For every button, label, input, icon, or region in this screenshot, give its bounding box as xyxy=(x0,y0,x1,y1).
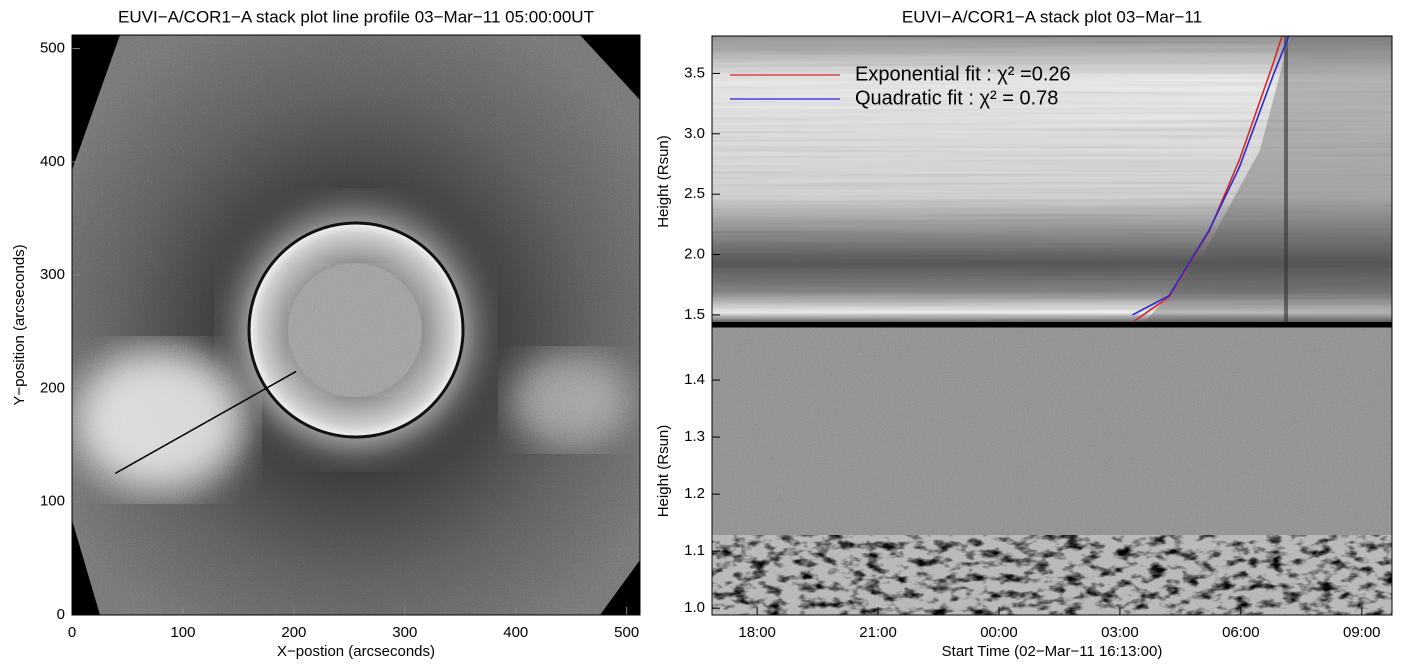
y-tick-label: 1.2 xyxy=(684,485,705,502)
legend-label: Quadratic fit : χ² = 0.78 xyxy=(855,87,1058,109)
y-tick-label: 2.5 xyxy=(684,185,705,202)
x-tick-label: 18:00 xyxy=(738,624,776,641)
y-tick-label: 1.1 xyxy=(684,542,705,559)
x-tick-label: 00:00 xyxy=(980,624,1018,641)
y-tick-label: 100 xyxy=(40,493,65,510)
y-axis-label: Height (Rsun) xyxy=(655,135,672,228)
fit-line xyxy=(1133,36,1283,322)
x-axis-label: X−postion (arcseconds) xyxy=(277,643,435,660)
euvi-cor1-image xyxy=(72,35,640,615)
stack-plot-lower-image xyxy=(712,327,1392,615)
x-tick-label: 06:00 xyxy=(1222,624,1260,641)
y-tick-label: 3.0 xyxy=(684,125,705,142)
y-tick-label: 3.5 xyxy=(684,64,705,81)
chart-title: EUVI−A/COR1−A stack plot line profile 03… xyxy=(118,7,594,26)
x-tick-label: 09:00 xyxy=(1343,624,1381,641)
x-tick-label: 0 xyxy=(68,624,76,641)
plot-frame xyxy=(711,326,1393,616)
y-tick-label: 1.5 xyxy=(684,306,705,323)
stack-plot-upper-image xyxy=(712,36,1392,328)
fit-curves xyxy=(1132,36,1290,322)
y-axis-label: Height (Rsun) xyxy=(655,425,672,518)
y-tick-label: 1.3 xyxy=(684,428,705,445)
y-tick-label: 2.0 xyxy=(684,246,705,263)
x-tick-label: 500 xyxy=(614,624,639,641)
y-tick-label: 0 xyxy=(57,606,65,623)
y-tick-label: 1.4 xyxy=(684,371,705,388)
y-axis-label: Y−position (arcseconds) xyxy=(11,244,28,405)
x-tick-label: 300 xyxy=(392,624,417,641)
legend-label: Exponential fit : χ² =0.26 xyxy=(855,63,1071,85)
y-tick-label: 500 xyxy=(40,40,65,57)
x-axis-label: Start Time (02−Mar−11 16:13:00) xyxy=(942,643,1163,660)
line-profile xyxy=(114,370,297,475)
y-tick-label: 400 xyxy=(40,153,65,170)
fit-line xyxy=(1132,36,1290,316)
x-tick-label: 100 xyxy=(170,624,195,641)
plot-frame xyxy=(71,34,641,616)
x-tick-label: 400 xyxy=(503,624,528,641)
y-tick-label: 1.0 xyxy=(684,599,705,616)
x-tick-label: 21:00 xyxy=(859,624,897,641)
y-tick-label: 300 xyxy=(40,266,65,283)
x-tick-label: 200 xyxy=(281,624,306,641)
y-tick-label: 200 xyxy=(40,379,65,396)
x-tick-label: 03:00 xyxy=(1101,624,1139,641)
chart-title: EUVI−A/COR1−A stack plot 03−Mar−11 xyxy=(902,7,1202,26)
